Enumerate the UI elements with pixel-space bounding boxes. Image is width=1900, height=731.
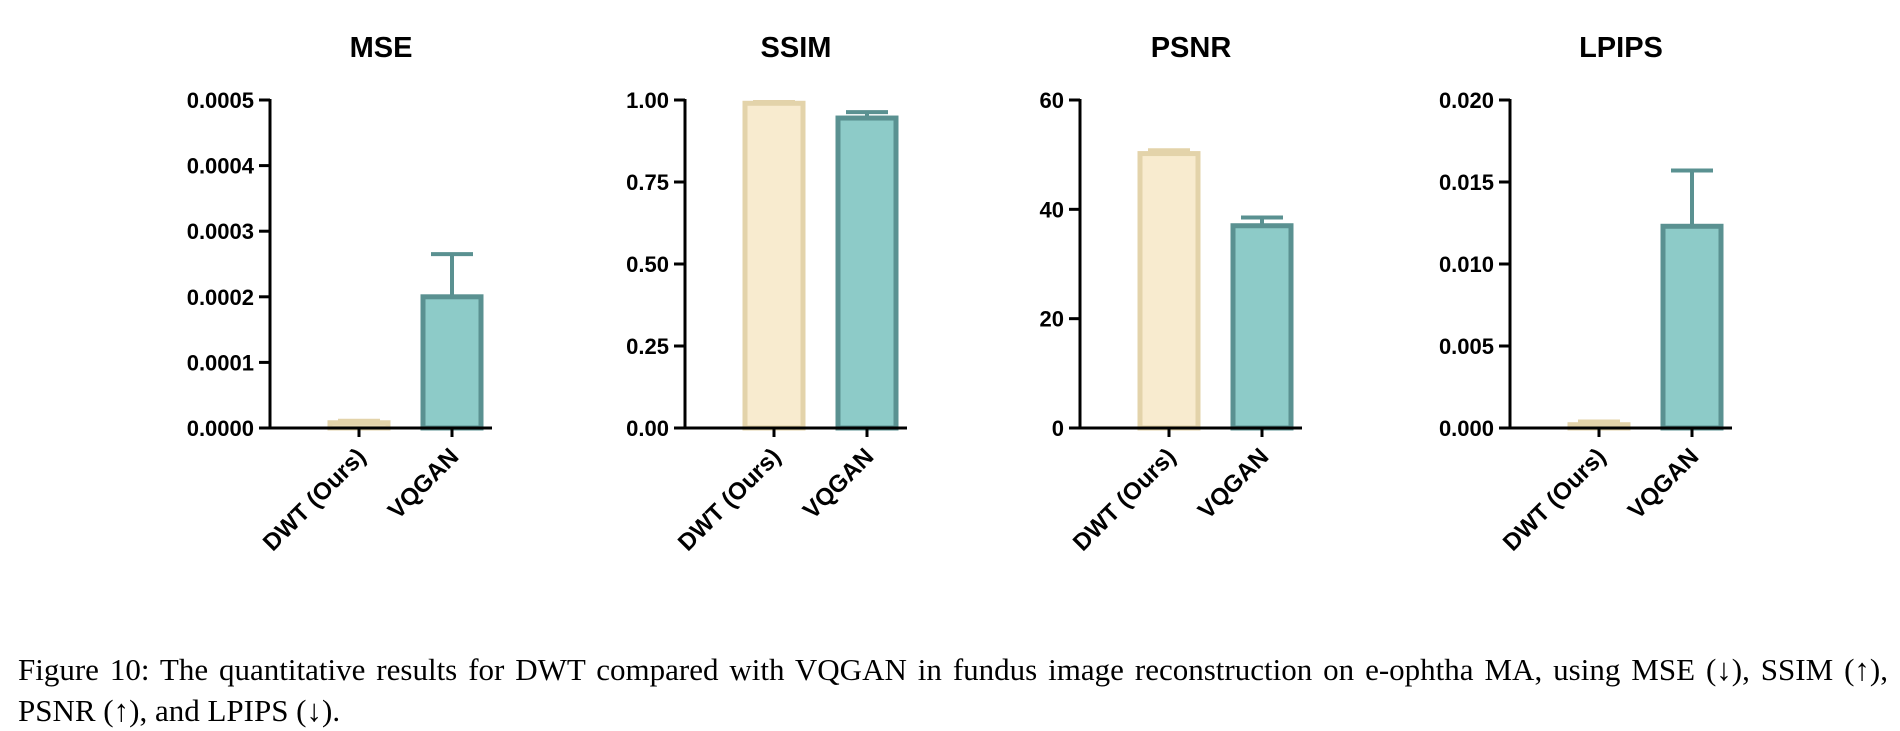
category-label: VQGAN <box>1193 443 1274 524</box>
y-tick-label: 0.0005 <box>187 88 254 113</box>
category-label: VQGAN <box>1623 443 1704 524</box>
category-label: VQGAN <box>798 443 879 524</box>
y-tick-label: 0.0000 <box>187 416 254 441</box>
category-label: DWT (Ours) <box>1068 443 1181 556</box>
y-tick-label: 40 <box>1040 197 1064 222</box>
y-tick-label: 20 <box>1040 307 1064 332</box>
y-tick-label: 0.00 <box>626 416 669 441</box>
chart-title: SSIM <box>761 32 832 64</box>
chart-title: LPIPS <box>1579 32 1663 64</box>
bar-vqgan <box>420 294 484 431</box>
category-label: DWT (Ours) <box>673 443 786 556</box>
figure-caption: Figure 10: The quantitative results for … <box>18 652 1888 728</box>
y-tick-label: 60 <box>1040 88 1064 113</box>
category-label: DWT (Ours) <box>258 443 371 556</box>
chart-panel-psnr: PSNR DWT (Ours) VQGAN 0 20 40 60 <box>1040 32 1302 557</box>
y-tick-label: 0.010 <box>1439 252 1494 277</box>
bar-vqgan <box>1230 223 1294 431</box>
y-tick-label: 0.005 <box>1439 334 1494 359</box>
category-label: DWT (Ours) <box>1498 443 1611 556</box>
y-tick-label: 0.75 <box>626 170 669 195</box>
y-tick-label: 0.0004 <box>187 154 255 179</box>
y-tick-label: 0.0003 <box>187 219 254 244</box>
chart-panel-mse: MSE DWT (Ours) VQGAN 0.0000 0.0001 0.0002 0.00… <box>187 32 492 557</box>
chart-panel-ssim: SSIM DWT (Ours) VQGAN 0.00 0.25 0.50 0.75 1.00 <box>626 32 907 557</box>
y-tick-label: 0.0001 <box>187 350 254 375</box>
y-tick-label: 0.015 <box>1439 170 1494 195</box>
y-tick-label: 0.000 <box>1439 416 1494 441</box>
y-tick-label: 0 <box>1052 416 1064 441</box>
bar-vqgan <box>1660 223 1724 431</box>
category-label: VQGAN <box>383 443 464 524</box>
y-tick-label: 0.0002 <box>187 285 254 310</box>
chart-title: PSNR <box>1151 32 1232 64</box>
y-tick-label: 1.00 <box>626 88 669 113</box>
bar-vqgan <box>835 115 899 431</box>
bar-dwt <box>1137 151 1201 431</box>
bar-dwt <box>742 100 806 431</box>
chart-title: MSE <box>350 32 413 64</box>
y-tick-label: 0.020 <box>1439 88 1494 113</box>
y-tick-label: 0.50 <box>626 252 669 277</box>
chart-panel-lpips: LPIPS DWT (Ours) VQGAN 0.000 0.005 0.010 0.015… <box>1439 32 1732 557</box>
y-tick-label: 0.25 <box>626 334 669 359</box>
